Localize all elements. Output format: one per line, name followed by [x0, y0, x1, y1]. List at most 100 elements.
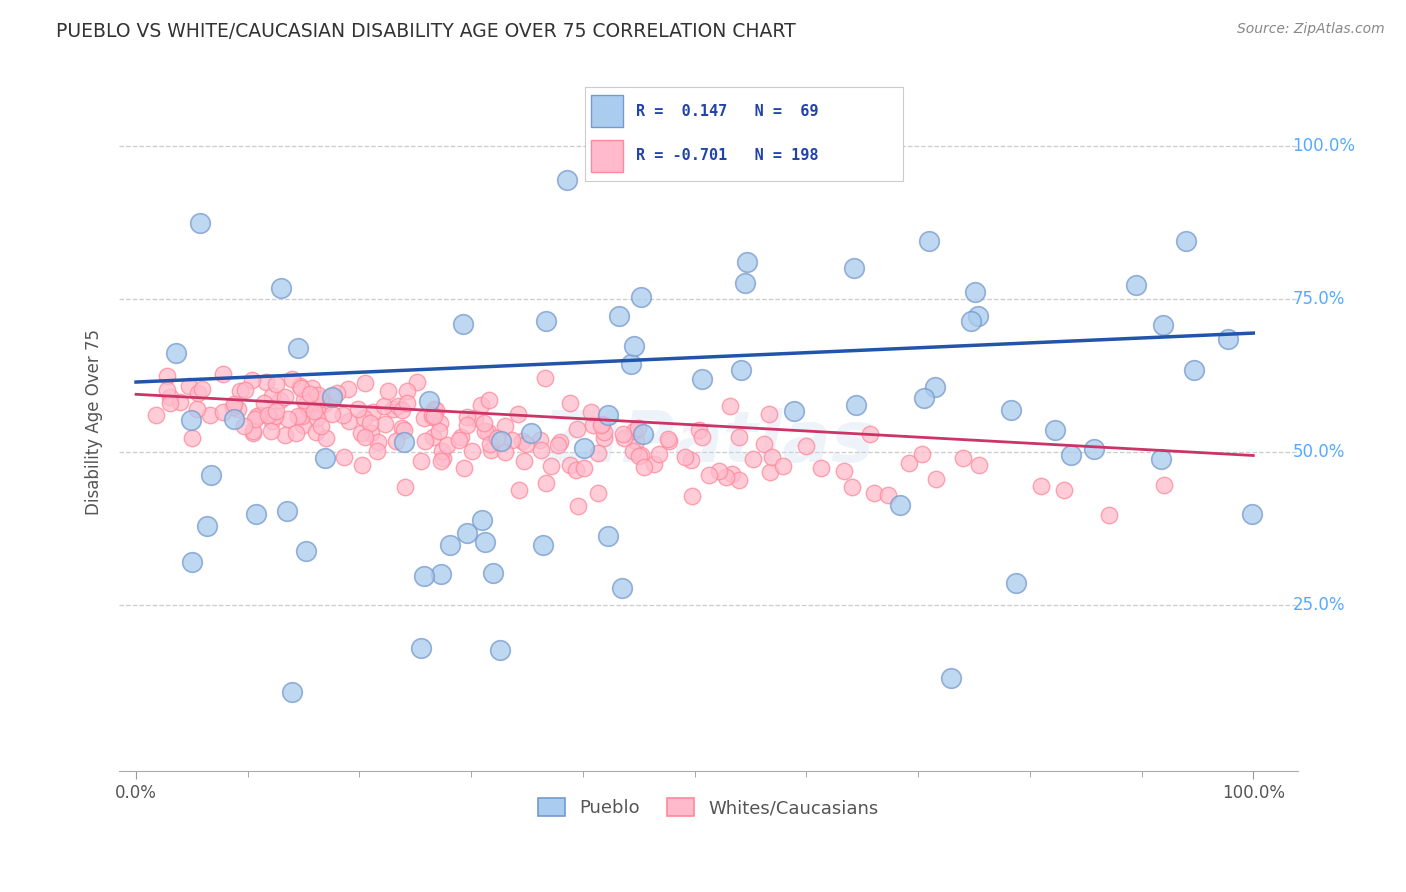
Point	[648, 446, 671, 460]
Point	[429, 416, 451, 430]
Point	[690, 430, 713, 444]
Text: 25.0%: 25.0%	[1292, 597, 1346, 615]
Point	[309, 392, 332, 406]
Point	[959, 314, 981, 328]
Point	[1060, 448, 1083, 462]
Point	[593, 425, 616, 439]
Point	[427, 424, 450, 438]
Point	[420, 408, 443, 422]
Point	[965, 285, 987, 299]
Point	[287, 409, 309, 424]
Point	[794, 439, 817, 453]
Point	[574, 460, 596, 475]
Y-axis label: Disability Age Over 75: Disability Age Over 75	[86, 329, 103, 515]
Point	[260, 389, 283, 403]
Point	[598, 409, 620, 423]
Point	[290, 409, 312, 424]
Point	[311, 392, 333, 406]
Point	[588, 485, 610, 500]
Point	[413, 410, 436, 425]
Point	[425, 402, 447, 417]
Point	[925, 472, 948, 486]
Point	[1031, 479, 1053, 493]
Point	[200, 468, 222, 483]
Point	[240, 373, 263, 387]
Point	[350, 458, 373, 472]
Point	[195, 519, 218, 533]
Point	[242, 424, 264, 438]
Point	[688, 423, 710, 437]
Text: 75.0%: 75.0%	[1292, 291, 1344, 309]
Point	[280, 371, 302, 385]
Point	[534, 475, 557, 490]
Point	[489, 643, 512, 657]
Point	[385, 434, 408, 448]
Point	[897, 457, 920, 471]
Point	[292, 418, 315, 433]
Point	[245, 507, 267, 521]
Point	[430, 444, 453, 458]
Point	[277, 412, 299, 426]
Point	[912, 392, 935, 406]
Point	[315, 431, 337, 445]
Point	[314, 451, 336, 466]
Point	[353, 430, 375, 444]
Point	[859, 427, 882, 442]
Point	[305, 403, 328, 417]
Point	[449, 433, 471, 447]
Point	[494, 419, 516, 434]
Point	[783, 157, 806, 171]
Point	[337, 414, 360, 428]
Point	[254, 375, 277, 389]
Point	[353, 376, 375, 391]
Point	[588, 446, 610, 460]
Point	[188, 216, 211, 230]
Point	[381, 401, 404, 416]
Point	[191, 382, 214, 396]
Point	[741, 452, 763, 467]
Point	[391, 402, 413, 417]
Point	[264, 403, 287, 417]
Point	[633, 460, 655, 475]
Point	[396, 396, 419, 410]
Point	[1053, 483, 1076, 497]
Point	[156, 369, 179, 384]
Point	[758, 407, 780, 421]
Point	[155, 384, 177, 398]
Point	[967, 458, 990, 473]
Point	[721, 467, 744, 482]
Point	[477, 425, 499, 439]
Point	[727, 430, 749, 444]
Point	[180, 413, 202, 427]
Point	[754, 436, 776, 450]
Point	[512, 434, 534, 449]
Point	[307, 411, 329, 425]
Point	[413, 434, 436, 448]
Point	[631, 427, 654, 442]
Point	[1153, 478, 1175, 492]
Point	[242, 425, 264, 440]
Point	[759, 465, 782, 479]
Point	[534, 370, 557, 384]
Point	[301, 381, 323, 395]
Point	[165, 346, 187, 360]
Point	[501, 433, 523, 447]
Point	[367, 435, 389, 450]
Point	[307, 387, 329, 401]
Text: 100.0%: 100.0%	[1292, 137, 1355, 155]
Point	[540, 458, 562, 473]
Point	[264, 377, 287, 392]
Point	[409, 454, 432, 468]
Point	[1005, 576, 1028, 591]
Point	[276, 504, 298, 518]
Point	[450, 430, 472, 444]
Point	[565, 422, 588, 436]
Point	[681, 489, 703, 503]
Point	[841, 481, 863, 495]
Point	[319, 390, 342, 404]
Point	[889, 498, 911, 512]
Point	[430, 453, 453, 467]
Point	[394, 434, 416, 449]
Point	[292, 392, 315, 407]
Point	[274, 391, 297, 405]
